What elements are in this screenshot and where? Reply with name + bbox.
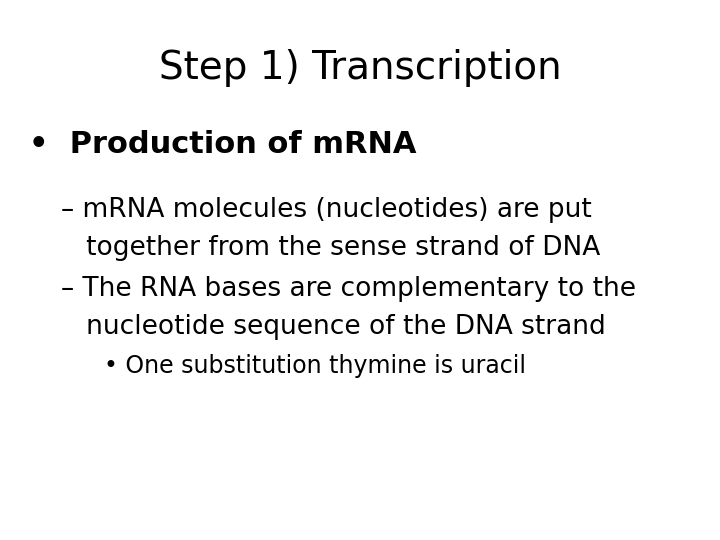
Text: – mRNA molecules (nucleotides) are put: – mRNA molecules (nucleotides) are put — [61, 197, 592, 223]
Text: • One substitution thymine is uracil: • One substitution thymine is uracil — [104, 354, 526, 377]
Text: •  Production of mRNA: • Production of mRNA — [29, 130, 416, 159]
Text: nucleotide sequence of the DNA strand: nucleotide sequence of the DNA strand — [61, 314, 606, 340]
Text: Step 1) Transcription: Step 1) Transcription — [158, 49, 562, 86]
Text: – The RNA bases are complementary to the: – The RNA bases are complementary to the — [61, 276, 636, 302]
Text: together from the sense strand of DNA: together from the sense strand of DNA — [61, 235, 600, 261]
